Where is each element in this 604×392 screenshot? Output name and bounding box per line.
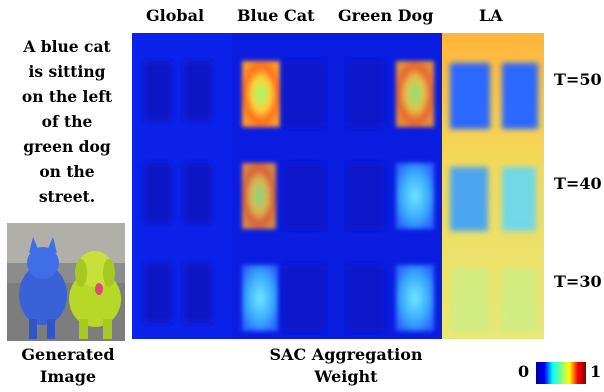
- row-label-t30: T=30: [554, 272, 602, 291]
- global-column: [132, 33, 232, 339]
- row-label-t40: T=40: [554, 174, 602, 193]
- la-column: [442, 33, 544, 339]
- column-header-green-dog: Green Dog: [338, 6, 434, 25]
- generated-image: [7, 223, 125, 341]
- prompt-line: on the left: [21, 87, 113, 106]
- prompt-line: is sitting: [28, 62, 106, 81]
- colorbar-min-label: 0: [518, 362, 530, 381]
- generated-image-label-line: Image: [39, 367, 97, 386]
- blue-cat-column: [232, 33, 340, 339]
- column-header-global: Global: [146, 6, 205, 25]
- prompt-line: street.: [38, 187, 96, 206]
- generated-image-label: Generated Image: [8, 344, 128, 388]
- green-dog-column: [340, 33, 442, 339]
- column-header-la: LA: [479, 6, 503, 25]
- prompt-text: A blue cat is sitting on the left of the…: [8, 34, 126, 209]
- prompt-line: on the: [39, 162, 95, 181]
- green-dog-figure: [69, 251, 121, 339]
- blue-cat-figure: [19, 237, 67, 339]
- prompt-line: of the: [41, 112, 93, 131]
- sac-label-line: SAC Aggregation: [269, 345, 423, 364]
- row-label-t50: T=50: [554, 70, 602, 89]
- sac-aggregation-weight-label: SAC Aggregation Weight: [248, 344, 444, 388]
- prompt-line: A blue cat: [23, 37, 111, 56]
- sac-label-line: Weight: [314, 367, 378, 386]
- aggregation-weight-heatmap: [132, 33, 544, 339]
- column-header-blue-cat: Blue Cat: [237, 6, 315, 25]
- prompt-line: green dog: [23, 137, 111, 156]
- colorbar: [536, 362, 586, 384]
- generated-image-label-line: Generated: [21, 345, 115, 364]
- colorbar-max-label: 1: [590, 362, 602, 381]
